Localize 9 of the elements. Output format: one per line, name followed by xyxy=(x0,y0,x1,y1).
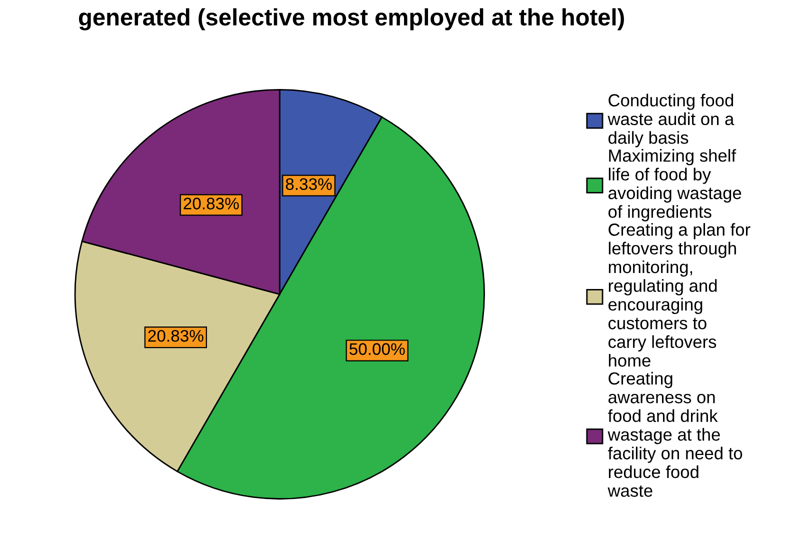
chart-title: generated (selective most employed at the hotel) xyxy=(78,8,624,30)
data-label: 8.33% xyxy=(286,178,332,190)
data-label: 50.00% xyxy=(350,343,405,355)
legend-label: Conducting food waste audit on a daily basis xyxy=(608,94,734,148)
data-label: 20.83% xyxy=(148,330,204,342)
legend-label: Maximizing shelf life of food by avoiding wastage of ingredients xyxy=(608,149,742,222)
legend-label: Creating awareness on food and drink wastage at the facility on need to reduce food waste xyxy=(608,372,742,497)
legend-label: Creating a plan for leftovers through monitoring, regulating and encouraging customers to carry leftovers home xyxy=(608,223,750,367)
data-label: 20.83% xyxy=(184,198,239,210)
